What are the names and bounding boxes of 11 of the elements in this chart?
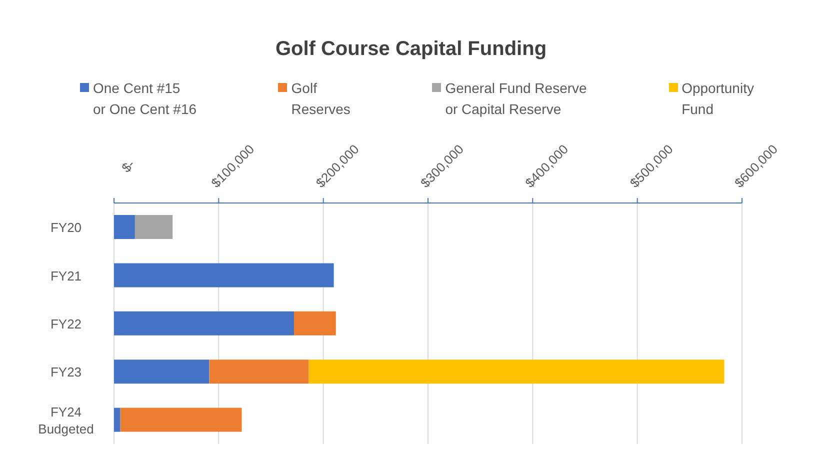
y-tick-label: FY20 [50,220,82,236]
y-tick-label: FY22 [50,316,82,332]
y-tick-label: FY21 [50,268,82,284]
legend-label: Golf Reserves [291,79,350,119]
legend-label: One Cent #15 or One Cent #16 [93,79,197,119]
chart-title: Golf Course Capital Funding [274,37,548,62]
y-tick-label: FY23 [50,364,82,380]
legend-label: Opportunity Fund [682,79,754,119]
legend-label: General Fund Reserve or Capital Reserve [445,79,587,119]
y-tick-label: FY24 Budgeted [38,404,94,436]
x-tick-label: $- [118,156,138,176]
